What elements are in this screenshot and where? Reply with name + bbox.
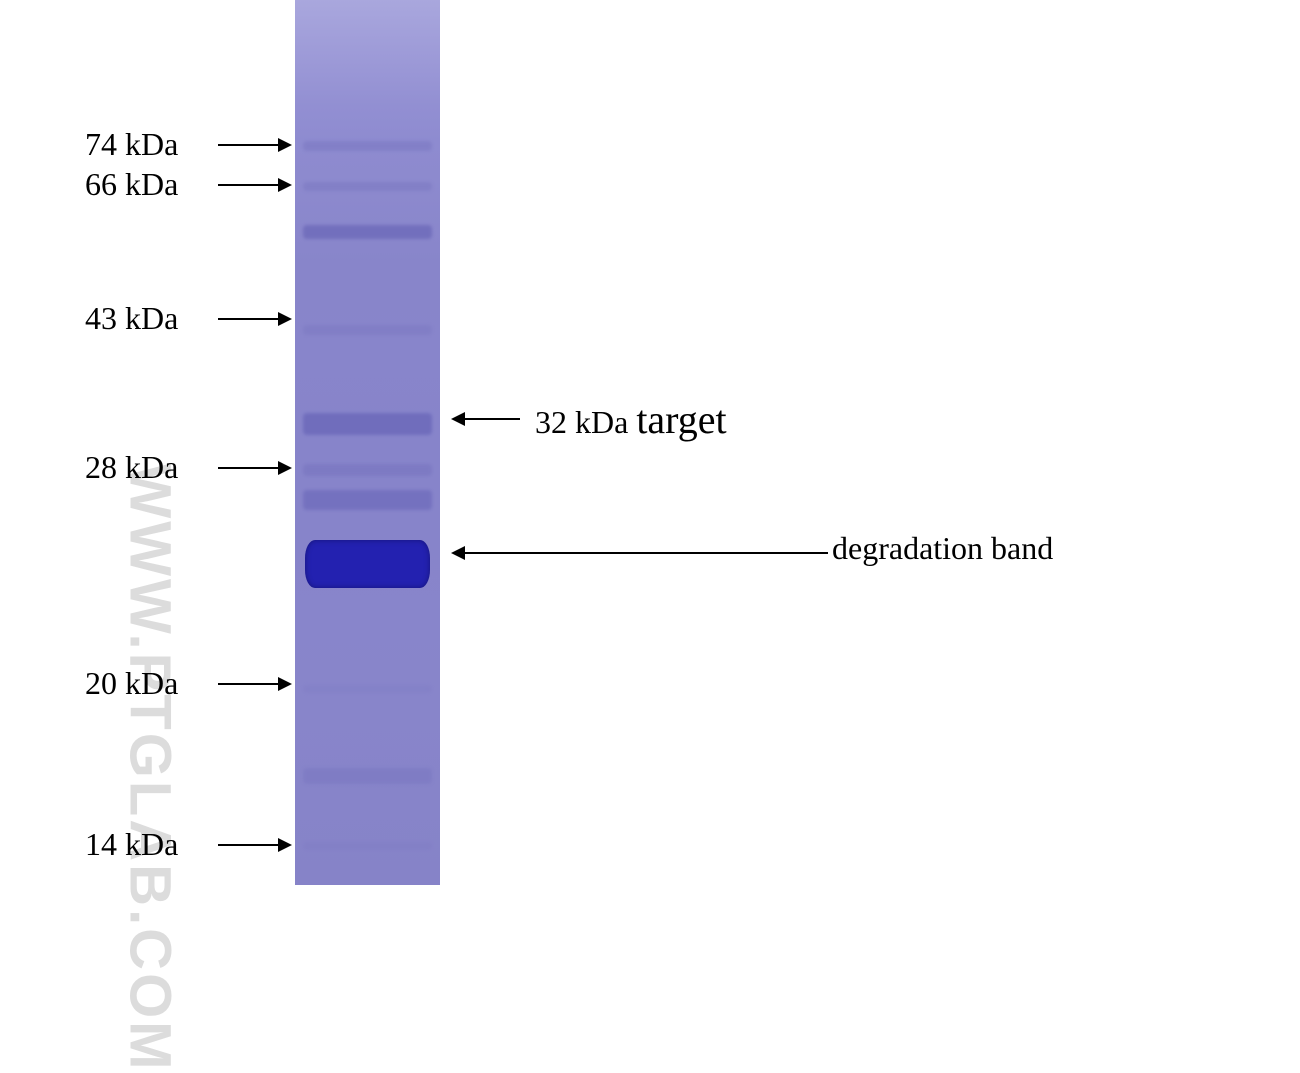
band-degradation <box>305 540 430 588</box>
band-28 <box>303 464 432 476</box>
band-20 <box>303 685 432 693</box>
band-27 <box>303 490 432 510</box>
marker-label-74-kDa: 74 kDa <box>85 126 178 163</box>
marker-arrow-14-kDa <box>218 844 290 846</box>
marker-label-66-kDa: 66 kDa <box>85 166 178 203</box>
band-55 <box>303 225 432 239</box>
target-label-main: target <box>636 397 726 442</box>
target-label-arrow <box>453 418 520 420</box>
target-label-prefix: 32 kDa <box>535 404 636 440</box>
gel-figure: WWW.PTGLAB.COM 74 kDa66 kDa43 kDa28 kDa2… <box>0 0 1300 889</box>
gel-background <box>295 0 440 885</box>
band-target <box>303 413 432 435</box>
watermark-text: WWW.PTGLAB.COM <box>117 464 184 1073</box>
band-74 <box>303 141 432 151</box>
marker-label-43-kDa: 43 kDa <box>85 300 178 337</box>
band-66 <box>303 182 432 191</box>
marker-arrow-43-kDa <box>218 318 290 320</box>
marker-label-28-kDa: 28 kDa <box>85 449 178 486</box>
marker-label-14-kDa: 14 kDa <box>85 826 178 863</box>
degradation-label-main: degradation band <box>832 530 1053 566</box>
band-low <box>303 768 432 784</box>
marker-arrow-74-kDa <box>218 144 290 146</box>
degradation-label-arrow <box>453 552 828 554</box>
marker-arrow-20-kDa <box>218 683 290 685</box>
marker-label-20-kDa: 20 kDa <box>85 665 178 702</box>
gel-lane <box>295 0 440 885</box>
target-label: 32 kDa target <box>535 396 727 443</box>
marker-arrow-28-kDa <box>218 467 290 469</box>
band-14 <box>303 842 432 850</box>
degradation-label: degradation band <box>832 530 1053 567</box>
marker-arrow-66-kDa <box>218 184 290 186</box>
band-43 <box>303 325 432 335</box>
